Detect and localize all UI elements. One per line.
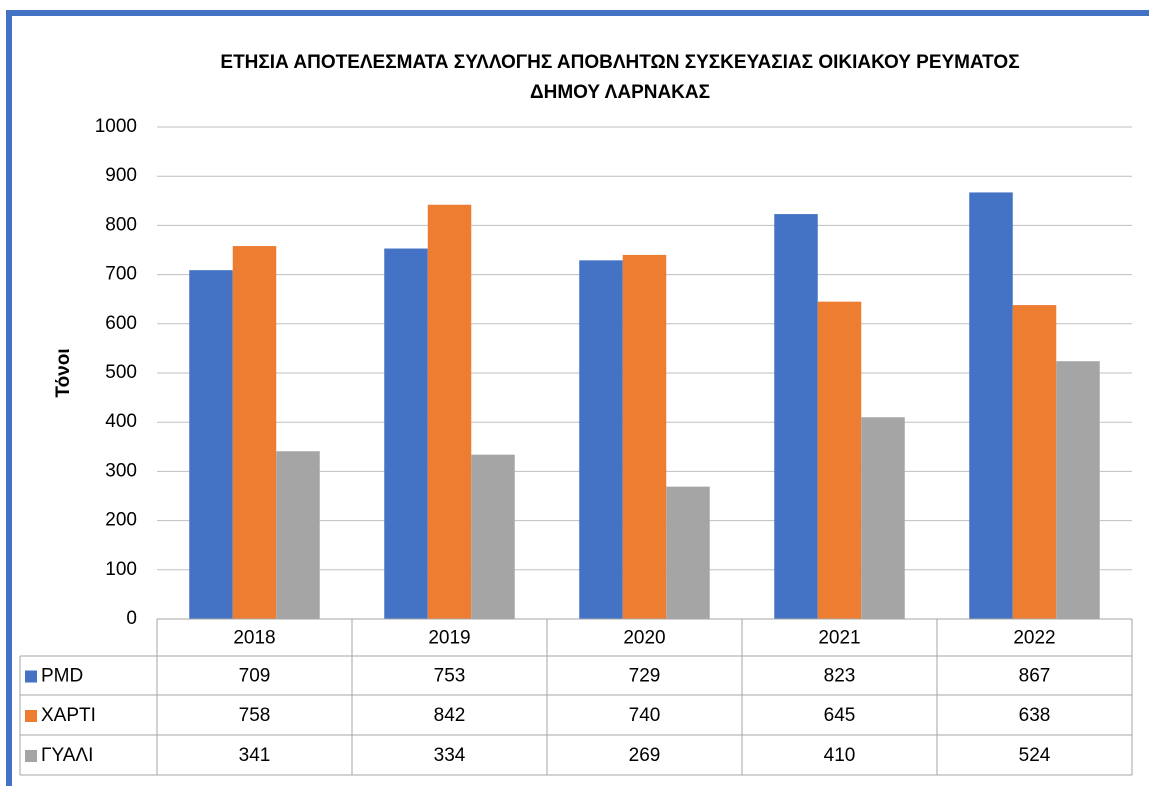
table-value: 867 (1019, 666, 1051, 687)
table-value: 269 (629, 745, 661, 766)
y-axis-label: Τόνοι (53, 348, 74, 397)
table-value: 753 (434, 666, 466, 687)
y-tick-label: 100 (105, 559, 137, 580)
table-value: 842 (434, 705, 466, 726)
x-tick-label: 2019 (428, 628, 470, 649)
bar (579, 260, 623, 619)
bar (969, 192, 1013, 619)
legend-label: PMD (41, 666, 83, 687)
y-tick-label: 0 (126, 608, 137, 629)
table-value: 410 (824, 745, 856, 766)
bar (817, 301, 862, 619)
bar (1012, 305, 1057, 619)
x-tick-label: 2018 (233, 628, 275, 649)
frame-top (6, 10, 1149, 16)
bar (774, 214, 818, 620)
table-value: 709 (239, 666, 271, 687)
table-value: 758 (239, 705, 271, 726)
bar (666, 486, 710, 619)
bar (189, 270, 233, 619)
y-tick-label: 700 (105, 264, 137, 285)
y-tick-label: 1000 (95, 116, 137, 137)
bar (622, 254, 667, 620)
frame-left (6, 10, 12, 786)
x-tick-label: 2020 (623, 628, 665, 649)
bar (384, 248, 428, 620)
legend-label: ΧΑΡΤΙ (41, 705, 96, 726)
y-tick-label: 200 (105, 510, 137, 531)
chart-title: ΕΤΗΣΙΑ ΑΠΟΤΕΛΕΣΜΑΤΑ ΣΥΛΛΟΓΗΣ ΑΠΟΒΛΗΤΩΝ Σ… (220, 52, 1019, 73)
table-value: 341 (239, 745, 271, 766)
x-tick-label: 2022 (1013, 628, 1055, 649)
table-value: 823 (824, 666, 856, 687)
table-value: 645 (824, 705, 856, 726)
table-value: 729 (629, 666, 661, 687)
y-tick-label: 800 (105, 214, 137, 235)
y-tick-label: 600 (105, 313, 137, 334)
table-value: 334 (434, 745, 466, 766)
bar (471, 454, 515, 619)
y-tick-label: 300 (105, 460, 137, 481)
bar (861, 417, 905, 619)
bar (1056, 361, 1100, 619)
legend-label: ΓΥΑΛΙ (41, 745, 93, 766)
table-value: 638 (1019, 705, 1051, 726)
chart-title: ΔΗΜΟΥ ΛΑΡΝΑΚΑΣ (530, 82, 710, 103)
bar (276, 451, 320, 619)
bar (427, 204, 472, 619)
table-value: 524 (1019, 745, 1051, 766)
y-tick-label: 400 (105, 411, 137, 432)
legend-swatch (25, 750, 37, 762)
bar (232, 246, 277, 619)
y-tick-label: 900 (105, 165, 137, 186)
y-tick-label: 500 (105, 362, 137, 383)
x-tick-label: 2021 (818, 628, 860, 649)
legend-swatch (25, 670, 37, 683)
table-value: 740 (629, 705, 661, 726)
legend-swatch (25, 710, 37, 722)
